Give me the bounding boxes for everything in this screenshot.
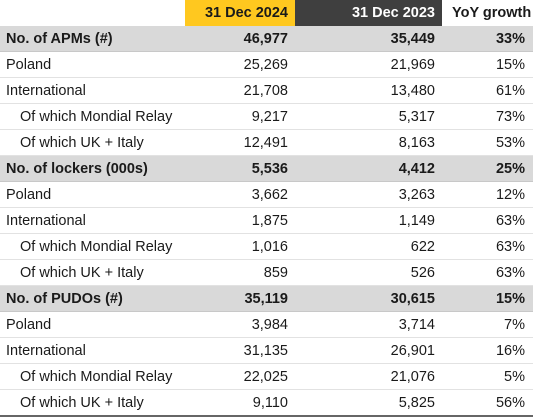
value-yoy: 73% (442, 103, 533, 130)
table-row: Of which Mondial Relay 9,217 5,317 73% (0, 103, 533, 130)
header-2023: 31 Dec 2023 (295, 0, 442, 26)
table-row: Of which Mondial Relay 22,025 21,076 5% (0, 363, 533, 390)
table-row: International 31,135 26,901 16% (0, 337, 533, 364)
header-2024: 31 Dec 2024 (185, 0, 295, 26)
value-2023: 3,263 (295, 181, 442, 208)
table-row: Poland 3,662 3,263 12% (0, 181, 533, 208)
value-yoy: 7% (442, 311, 533, 338)
row-label: No. of lockers (000s) (0, 155, 185, 182)
value-2023: 5,317 (295, 103, 442, 130)
value-2024: 1,875 (185, 207, 295, 234)
value-2024: 859 (185, 259, 295, 286)
value-2024: 1,016 (185, 233, 295, 260)
row-label: International (0, 337, 185, 364)
value-2024: 46,977 (185, 26, 295, 52)
row-label: Poland (0, 51, 185, 78)
value-yoy: 5% (442, 363, 533, 390)
header-blank-cell (0, 0, 185, 26)
value-2024: 3,662 (185, 181, 295, 208)
value-2023: 30,615 (295, 285, 442, 312)
row-label: Of which Mondial Relay (0, 363, 185, 390)
table-row: International 1,875 1,149 63% (0, 207, 533, 234)
value-2023: 35,449 (295, 26, 442, 52)
value-2024: 35,119 (185, 285, 295, 312)
value-2023: 21,969 (295, 51, 442, 78)
value-yoy: 61% (442, 77, 533, 104)
value-2023: 526 (295, 259, 442, 286)
header-yoy-growth: YoY growth (442, 0, 533, 26)
value-2024: 9,110 (185, 389, 295, 417)
row-label: Of which Mondial Relay (0, 103, 185, 130)
row-label: Of which UK + Italy (0, 259, 185, 286)
row-label: Poland (0, 181, 185, 208)
value-yoy: 15% (442, 51, 533, 78)
value-2023: 8,163 (295, 129, 442, 156)
value-2024: 31,135 (185, 337, 295, 364)
table-section-row: No. of PUDOs (#) 35,119 30,615 15% (0, 285, 533, 312)
value-yoy: 12% (442, 181, 533, 208)
value-yoy: 25% (442, 155, 533, 182)
row-label: Poland (0, 311, 185, 338)
value-yoy: 33% (442, 26, 533, 52)
value-yoy: 16% (442, 337, 533, 364)
header-row: 31 Dec 2024 31 Dec 2023 YoY growth (0, 0, 533, 26)
value-yoy: 63% (442, 233, 533, 260)
value-2023: 3,714 (295, 311, 442, 338)
row-label: Of which UK + Italy (0, 129, 185, 156)
row-label: Of which Mondial Relay (0, 233, 185, 260)
value-2023: 622 (295, 233, 442, 260)
row-label: No. of APMs (#) (0, 26, 185, 52)
value-2023: 1,149 (295, 207, 442, 234)
table-row: Of which UK + Italy 12,491 8,163 53% (0, 129, 533, 156)
value-2023: 21,076 (295, 363, 442, 390)
table-section-row: No. of APMs (#) 46,977 35,449 33% (0, 26, 533, 52)
table-row: Of which UK + Italy 9,110 5,825 56% (0, 389, 533, 417)
table-row: Poland 25,269 21,969 15% (0, 51, 533, 78)
value-2023: 5,825 (295, 389, 442, 417)
value-yoy: 15% (442, 285, 533, 312)
value-2024: 5,536 (185, 155, 295, 182)
row-label: International (0, 207, 185, 234)
table-body: No. of APMs (#) 46,977 35,449 33% Poland 25,2… (0, 26, 533, 417)
value-yoy: 63% (442, 207, 533, 234)
value-2024: 9,217 (185, 103, 295, 130)
value-2024: 22,025 (185, 363, 295, 390)
table-section-row: No. of lockers (000s) 5,536 4,412 25% (0, 155, 533, 182)
value-2024: 3,984 (185, 311, 295, 338)
value-2024: 25,269 (185, 51, 295, 78)
value-2023: 13,480 (295, 77, 442, 104)
table-row: Poland 3,984 3,714 7% (0, 311, 533, 338)
table-row: Of which Mondial Relay 1,016 622 63% (0, 233, 533, 260)
value-2024: 12,491 (185, 129, 295, 156)
table-header: 31 Dec 2024 31 Dec 2023 YoY growth (0, 0, 533, 26)
value-yoy: 53% (442, 129, 533, 156)
row-label: No. of PUDOs (#) (0, 285, 185, 312)
table-row: International 21,708 13,480 61% (0, 77, 533, 104)
table-row: Of which UK + Italy 859 526 63% (0, 259, 533, 286)
value-2023: 26,901 (295, 337, 442, 364)
value-2023: 4,412 (295, 155, 442, 182)
value-2024: 21,708 (185, 77, 295, 104)
value-yoy: 56% (442, 389, 533, 417)
row-label: International (0, 77, 185, 104)
row-label: Of which UK + Italy (0, 389, 185, 417)
value-yoy: 63% (442, 259, 533, 286)
